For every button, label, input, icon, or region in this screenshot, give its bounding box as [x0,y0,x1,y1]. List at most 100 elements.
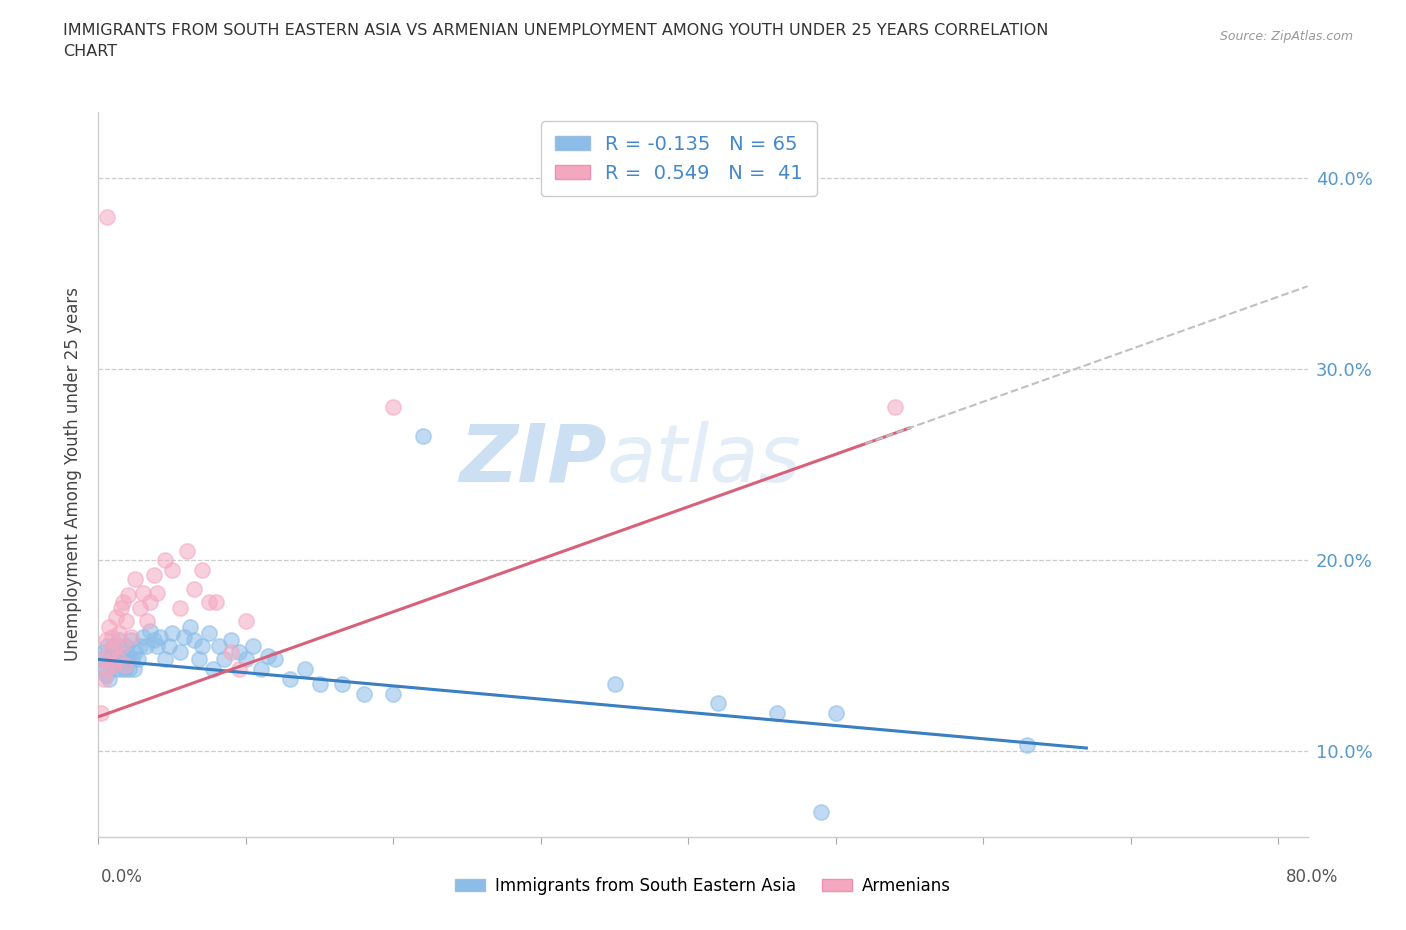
Point [117,648,139,663]
Point [114,658,136,672]
Point [157,639,180,654]
Point [98,644,121,659]
Point [112,595,135,610]
Text: ZIP: ZIP [458,420,606,498]
Point [105,610,128,625]
Text: Source: ZipAtlas.com: Source: ZipAtlas.com [1219,30,1353,43]
Point [1017,737,1039,752]
Point [382,400,405,415]
Point [110,601,132,616]
Point [198,595,221,610]
Point [208,639,231,654]
Point [249,661,271,676]
Point [124,572,146,587]
Point [235,614,257,629]
Point [228,661,250,676]
Point [115,639,138,654]
Point [212,652,235,667]
Point [96,209,118,224]
Point [93,671,115,686]
Point [97,619,120,634]
Point [94,633,117,648]
Point [120,633,142,648]
Text: 0.0%: 0.0% [101,868,143,885]
Point [135,639,157,654]
Point [228,644,250,659]
Point [101,658,124,672]
Point [173,629,195,644]
Point [131,629,153,644]
Point [176,543,198,558]
Point [120,629,142,644]
Point [90,706,112,721]
Point [169,601,191,616]
Point [96,661,118,676]
Point [108,625,131,640]
Point [146,585,169,600]
Point [101,639,124,654]
Point [139,595,162,610]
Point [810,804,832,819]
Point [169,644,191,659]
Point [205,595,228,610]
Y-axis label: Unemployment Among Youth under 25 years: Unemployment Among Youth under 25 years [65,287,83,661]
Point [105,661,128,676]
Point [98,648,121,663]
Point [160,625,183,640]
Point [104,639,127,654]
Text: IMMIGRANTS FROM SOUTH EASTERN ASIA VS ARMENIAN UNEMPLOYMENT AMONG YOUTH UNDER 25: IMMIGRANTS FROM SOUTH EASTERN ASIA VS AR… [63,23,1049,38]
Point [219,644,242,659]
Point [121,652,143,667]
Point [190,563,212,578]
Point [146,639,169,654]
Point [278,671,301,686]
Point [149,629,172,644]
Point [96,639,118,654]
Point [382,686,405,701]
Point [412,429,434,444]
Text: atlas: atlas [606,420,801,498]
Point [198,625,221,640]
Point [91,661,114,676]
Point [308,677,330,692]
Point [100,629,122,644]
Point [824,706,846,721]
Point [294,661,316,676]
Text: 80.0%: 80.0% [1286,868,1339,885]
Legend: R = -0.135   N = 65, R =  0.549   N =  41: R = -0.135 N = 65, R = 0.549 N = 41 [541,121,817,196]
Point [139,623,162,638]
Point [128,601,150,616]
Point [883,400,905,415]
Point [190,639,212,654]
Point [603,677,626,692]
Point [122,661,145,676]
Point [330,677,353,692]
Point [136,614,159,629]
Legend: Immigrants from South Eastern Asia, Armenians: Immigrants from South Eastern Asia, Arme… [449,870,957,901]
Point [765,706,787,721]
Point [219,633,242,648]
Point [143,568,166,583]
Point [100,658,122,672]
Point [90,652,112,667]
Point [115,614,138,629]
Point [118,661,141,676]
Point [114,661,136,676]
Point [108,633,131,648]
Point [124,644,146,659]
Point [706,696,728,711]
Point [160,563,183,578]
Point [353,686,375,701]
Point [104,652,127,667]
Point [183,633,205,648]
Point [112,652,135,667]
Point [107,652,129,667]
Point [202,661,225,676]
Point [107,648,129,663]
Point [111,644,134,659]
Point [187,652,209,667]
Point [97,671,120,686]
Point [110,661,132,676]
Point [242,639,264,654]
Point [94,668,117,683]
